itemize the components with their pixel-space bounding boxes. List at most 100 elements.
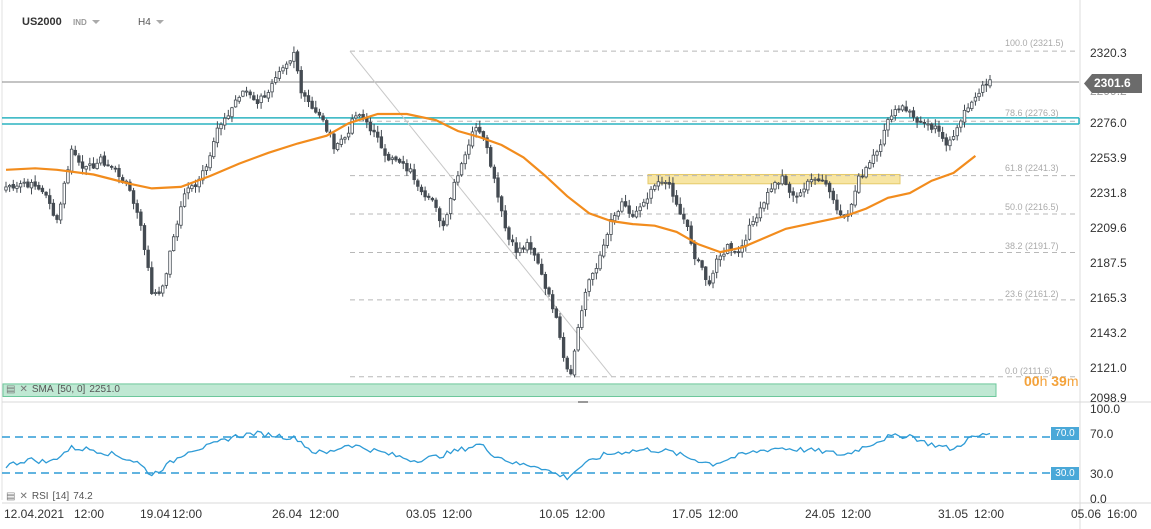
candle-body	[168, 250, 172, 275]
candle-body	[561, 336, 566, 358]
candle-body	[332, 133, 336, 150]
current-price-tag: 2301.6	[1084, 74, 1142, 93]
candle-body	[671, 182, 675, 197]
candle-body	[714, 258, 719, 273]
candle-body	[499, 196, 504, 212]
candle-body	[806, 180, 810, 191]
candle-body	[277, 71, 282, 79]
candle-body	[762, 202, 766, 209]
candle-body	[131, 190, 136, 204]
candle-body	[66, 169, 70, 184]
symbol-dropdown-icon[interactable]	[92, 20, 100, 24]
time-axis-label: 17.05	[672, 507, 703, 521]
candle-body	[642, 201, 646, 207]
candle-body	[583, 291, 588, 310]
candle-body	[889, 115, 894, 120]
zones-layer	[2, 173, 997, 397]
indicator-menu-icon[interactable]: ▤	[6, 491, 16, 502]
candle-body	[405, 163, 409, 172]
candle-body	[88, 163, 92, 166]
candle-body	[944, 137, 948, 146]
candle-body	[456, 175, 460, 183]
candle-body	[988, 79, 992, 87]
candle-body	[448, 198, 453, 214]
rsi-legend[interactable]: ▤ ✕ RSI [14] 74.2	[6, 491, 93, 502]
time-axis-label: 12:00	[974, 507, 1005, 521]
candle-body	[911, 110, 916, 118]
rsi-axis-label: 0.0	[1090, 492, 1107, 506]
candle-body	[609, 219, 613, 235]
candle-body	[565, 357, 569, 370]
candle-body	[820, 179, 825, 182]
sma-legend[interactable]: ▤ ✕ SMA [50, 0] 2251.0	[6, 384, 120, 395]
candle-body	[940, 132, 945, 139]
price-axis-label: 2209.6	[1090, 221, 1127, 235]
candle-body	[215, 127, 220, 144]
candle-body	[653, 185, 657, 190]
rsi-upper-level-box: 70.0	[1051, 427, 1079, 440]
symbol-name[interactable]: US2000	[22, 16, 62, 28]
candle-body	[390, 157, 394, 160]
fib-trendline	[349, 50, 613, 378]
close-icon[interactable]: ✕	[19, 384, 28, 395]
candle-body	[186, 187, 190, 194]
candle-body	[784, 176, 788, 185]
candle-body	[755, 217, 759, 223]
candle-body	[853, 190, 857, 206]
candle-body	[605, 234, 610, 246]
candle-body	[113, 167, 118, 170]
candle-body	[157, 291, 161, 294]
candle-body	[591, 272, 595, 280]
timeframe-selector[interactable]: H4	[138, 17, 151, 28]
candle-body	[827, 182, 832, 193]
timeframe-dropdown-icon[interactable]	[156, 20, 164, 24]
candle-body	[580, 310, 584, 328]
candle-body	[201, 170, 205, 181]
candle-body	[153, 292, 158, 294]
candle-body	[489, 147, 493, 167]
candle-body	[740, 245, 744, 253]
candle-body	[886, 119, 890, 131]
candle-body	[674, 195, 679, 205]
time-axis-label: 12:00	[575, 507, 606, 521]
candle-body	[219, 124, 223, 130]
candle-body	[733, 251, 737, 253]
candle-body	[434, 199, 438, 208]
candle-body	[634, 210, 639, 218]
candle-body	[893, 109, 897, 117]
candle-body	[208, 155, 212, 169]
candle-body	[623, 201, 628, 207]
candle-body	[303, 92, 307, 97]
candle-body	[266, 92, 271, 99]
close-icon[interactable]: ✕	[19, 491, 28, 502]
candle-body	[394, 156, 398, 161]
candle-body	[80, 161, 85, 169]
candle-body	[518, 247, 522, 254]
candle-body	[882, 129, 886, 145]
candle-body	[310, 100, 314, 109]
candle-body	[937, 125, 941, 132]
candle-body	[620, 201, 624, 212]
candle-body	[667, 182, 671, 185]
time-axis-label: 12:00	[841, 507, 872, 521]
candle-body	[919, 120, 923, 123]
candle-body	[878, 144, 883, 152]
candle-body	[295, 51, 300, 72]
candle-body	[966, 107, 970, 112]
candle-body	[959, 120, 963, 128]
time-axis-label: 12:00	[74, 507, 105, 521]
candle-body	[474, 127, 478, 132]
candle-body	[663, 182, 668, 184]
candle-body	[951, 136, 956, 140]
indicator-menu-icon[interactable]: ▤	[6, 384, 16, 395]
candle-body	[467, 144, 471, 155]
candle-body	[594, 268, 599, 274]
candle-body	[397, 158, 402, 163]
candle-body	[725, 244, 730, 254]
candle-body	[339, 138, 343, 145]
candle-body	[44, 191, 48, 196]
sma50-line	[5, 112, 977, 254]
candle-body	[572, 350, 577, 376]
